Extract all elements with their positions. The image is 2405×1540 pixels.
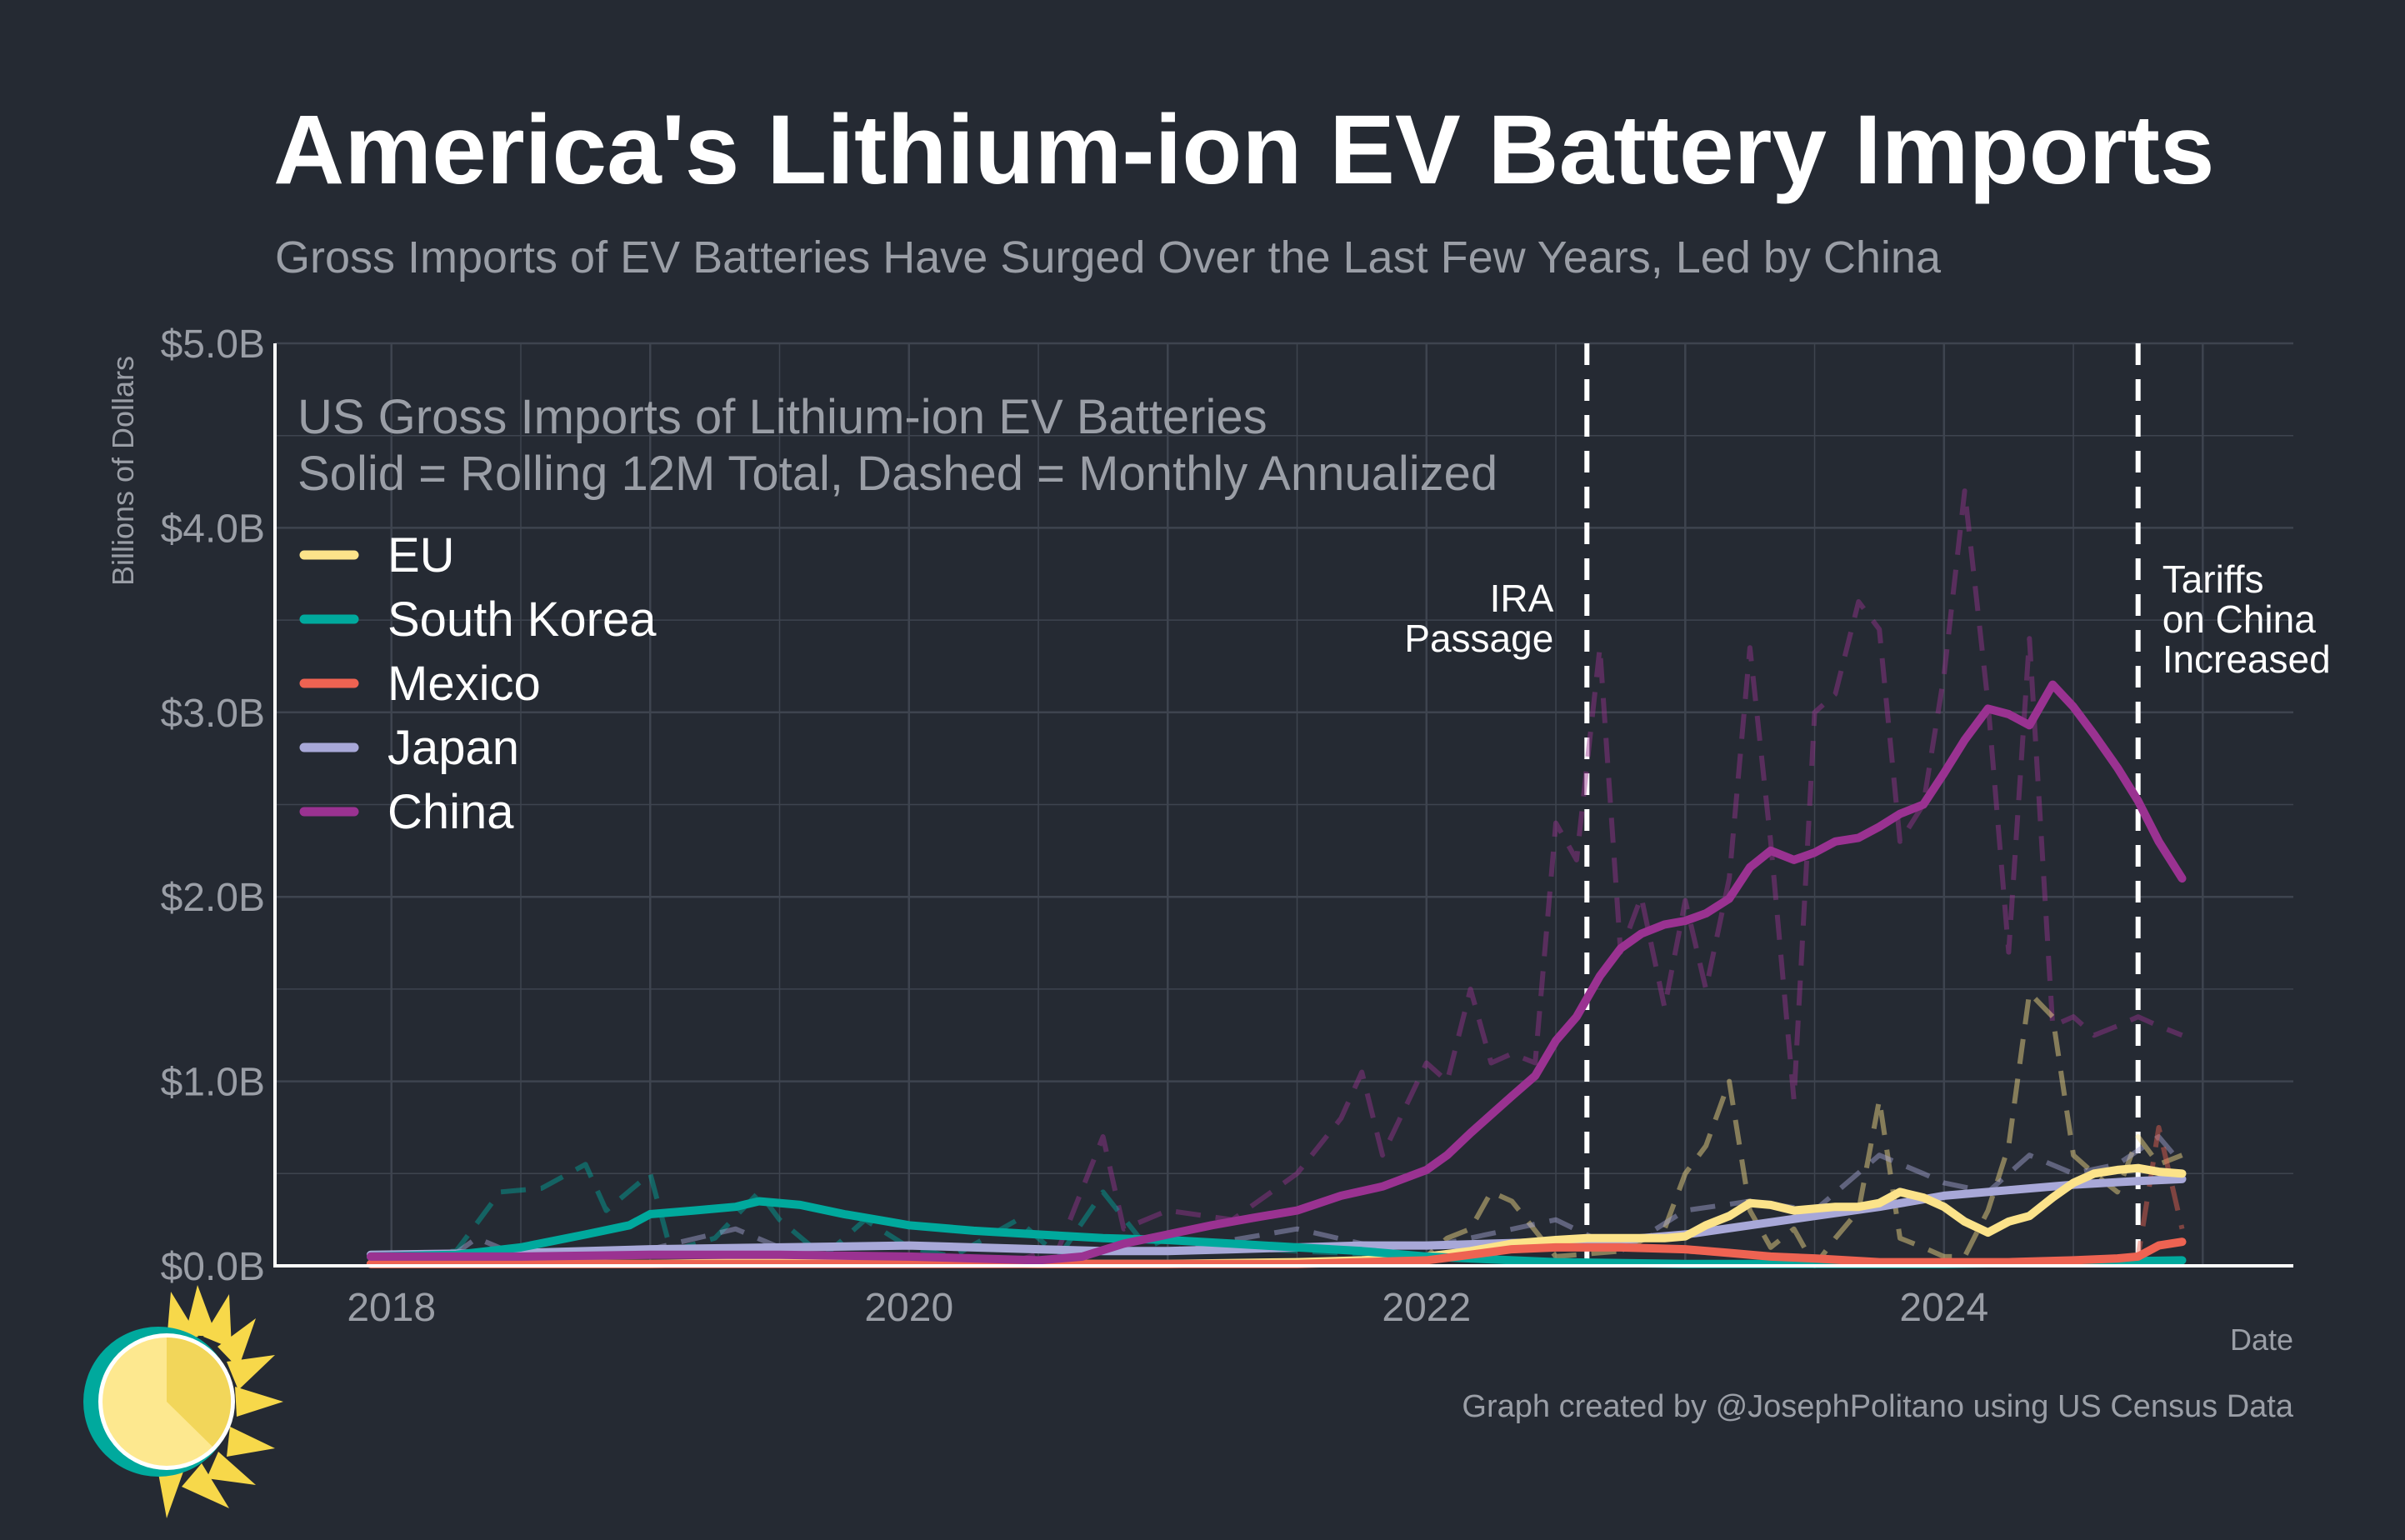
chart-title: America's Lithium-ion EV Battery Imports bbox=[273, 95, 2215, 205]
legend-label-china: China bbox=[388, 785, 514, 839]
legend-label-eu: EU bbox=[388, 528, 455, 582]
series-line-mexico-solid bbox=[366, 1238, 2187, 1268]
legend: EU South Korea Mexico Japan China bbox=[299, 528, 657, 839]
x-tick-label: 2020 bbox=[864, 1286, 953, 1330]
axes bbox=[273, 343, 2293, 1268]
series-line-japan-solid bbox=[366, 1174, 2187, 1259]
x-tick-label: 2022 bbox=[1382, 1286, 1471, 1330]
annotation-text: on China bbox=[2162, 598, 2317, 641]
caption: Graph created by @JosephPolitano using U… bbox=[1462, 1389, 2293, 1424]
annotation-text: Tariffs bbox=[2162, 558, 2264, 601]
y-tick-label: $5.0B bbox=[161, 322, 265, 367]
x-tick-label: 2018 bbox=[347, 1286, 436, 1330]
series-line-china-solid bbox=[366, 680, 2187, 1265]
x-axis-label: Date bbox=[2230, 1322, 2293, 1357]
annotation-text: Increased bbox=[2162, 638, 2331, 681]
legend-label-south-korea: South Korea bbox=[388, 592, 657, 647]
y-axis-label: Billions of Dollars bbox=[106, 356, 140, 586]
inner-title-line1: US Gross Imports of Lithium-ion EV Batte… bbox=[298, 390, 1268, 444]
sun-logo-icon bbox=[83, 1285, 283, 1518]
annotation-text: Passage bbox=[1404, 617, 1553, 660]
chart-subtitle: Gross Imports of EV Batteries Have Surge… bbox=[275, 232, 1942, 282]
legend-label-japan: Japan bbox=[388, 721, 519, 775]
series-line-japan-dashed bbox=[370, 1134, 2184, 1259]
y-tick-label: $0.0B bbox=[161, 1245, 265, 1289]
solid-series-layer bbox=[366, 680, 2187, 1268]
series-line-south-korea-solid bbox=[366, 1197, 2187, 1268]
y-tick-label: $1.0B bbox=[161, 1061, 265, 1105]
annotation-text: IRA bbox=[1490, 577, 1554, 620]
legend-label-mexico: Mexico bbox=[388, 657, 541, 711]
x-tick-label: 2024 bbox=[1899, 1286, 1988, 1330]
series-line-china-dashed bbox=[370, 488, 2183, 1263]
annotation-lines bbox=[1584, 343, 2141, 1266]
inner-title-line2: Solid = Rolling 12M Total, Dashed = Mont… bbox=[298, 447, 1498, 501]
y-tick-label: $3.0B bbox=[161, 692, 265, 736]
y-tick-label: $2.0B bbox=[161, 876, 265, 920]
grid bbox=[275, 342, 2293, 1268]
tick-labels: $0.0B $1.0B $2.0B $3.0B $4.0B $5.0B 2018 2020 20… bbox=[161, 322, 1989, 1330]
y-tick-label: $4.0B bbox=[161, 507, 265, 551]
